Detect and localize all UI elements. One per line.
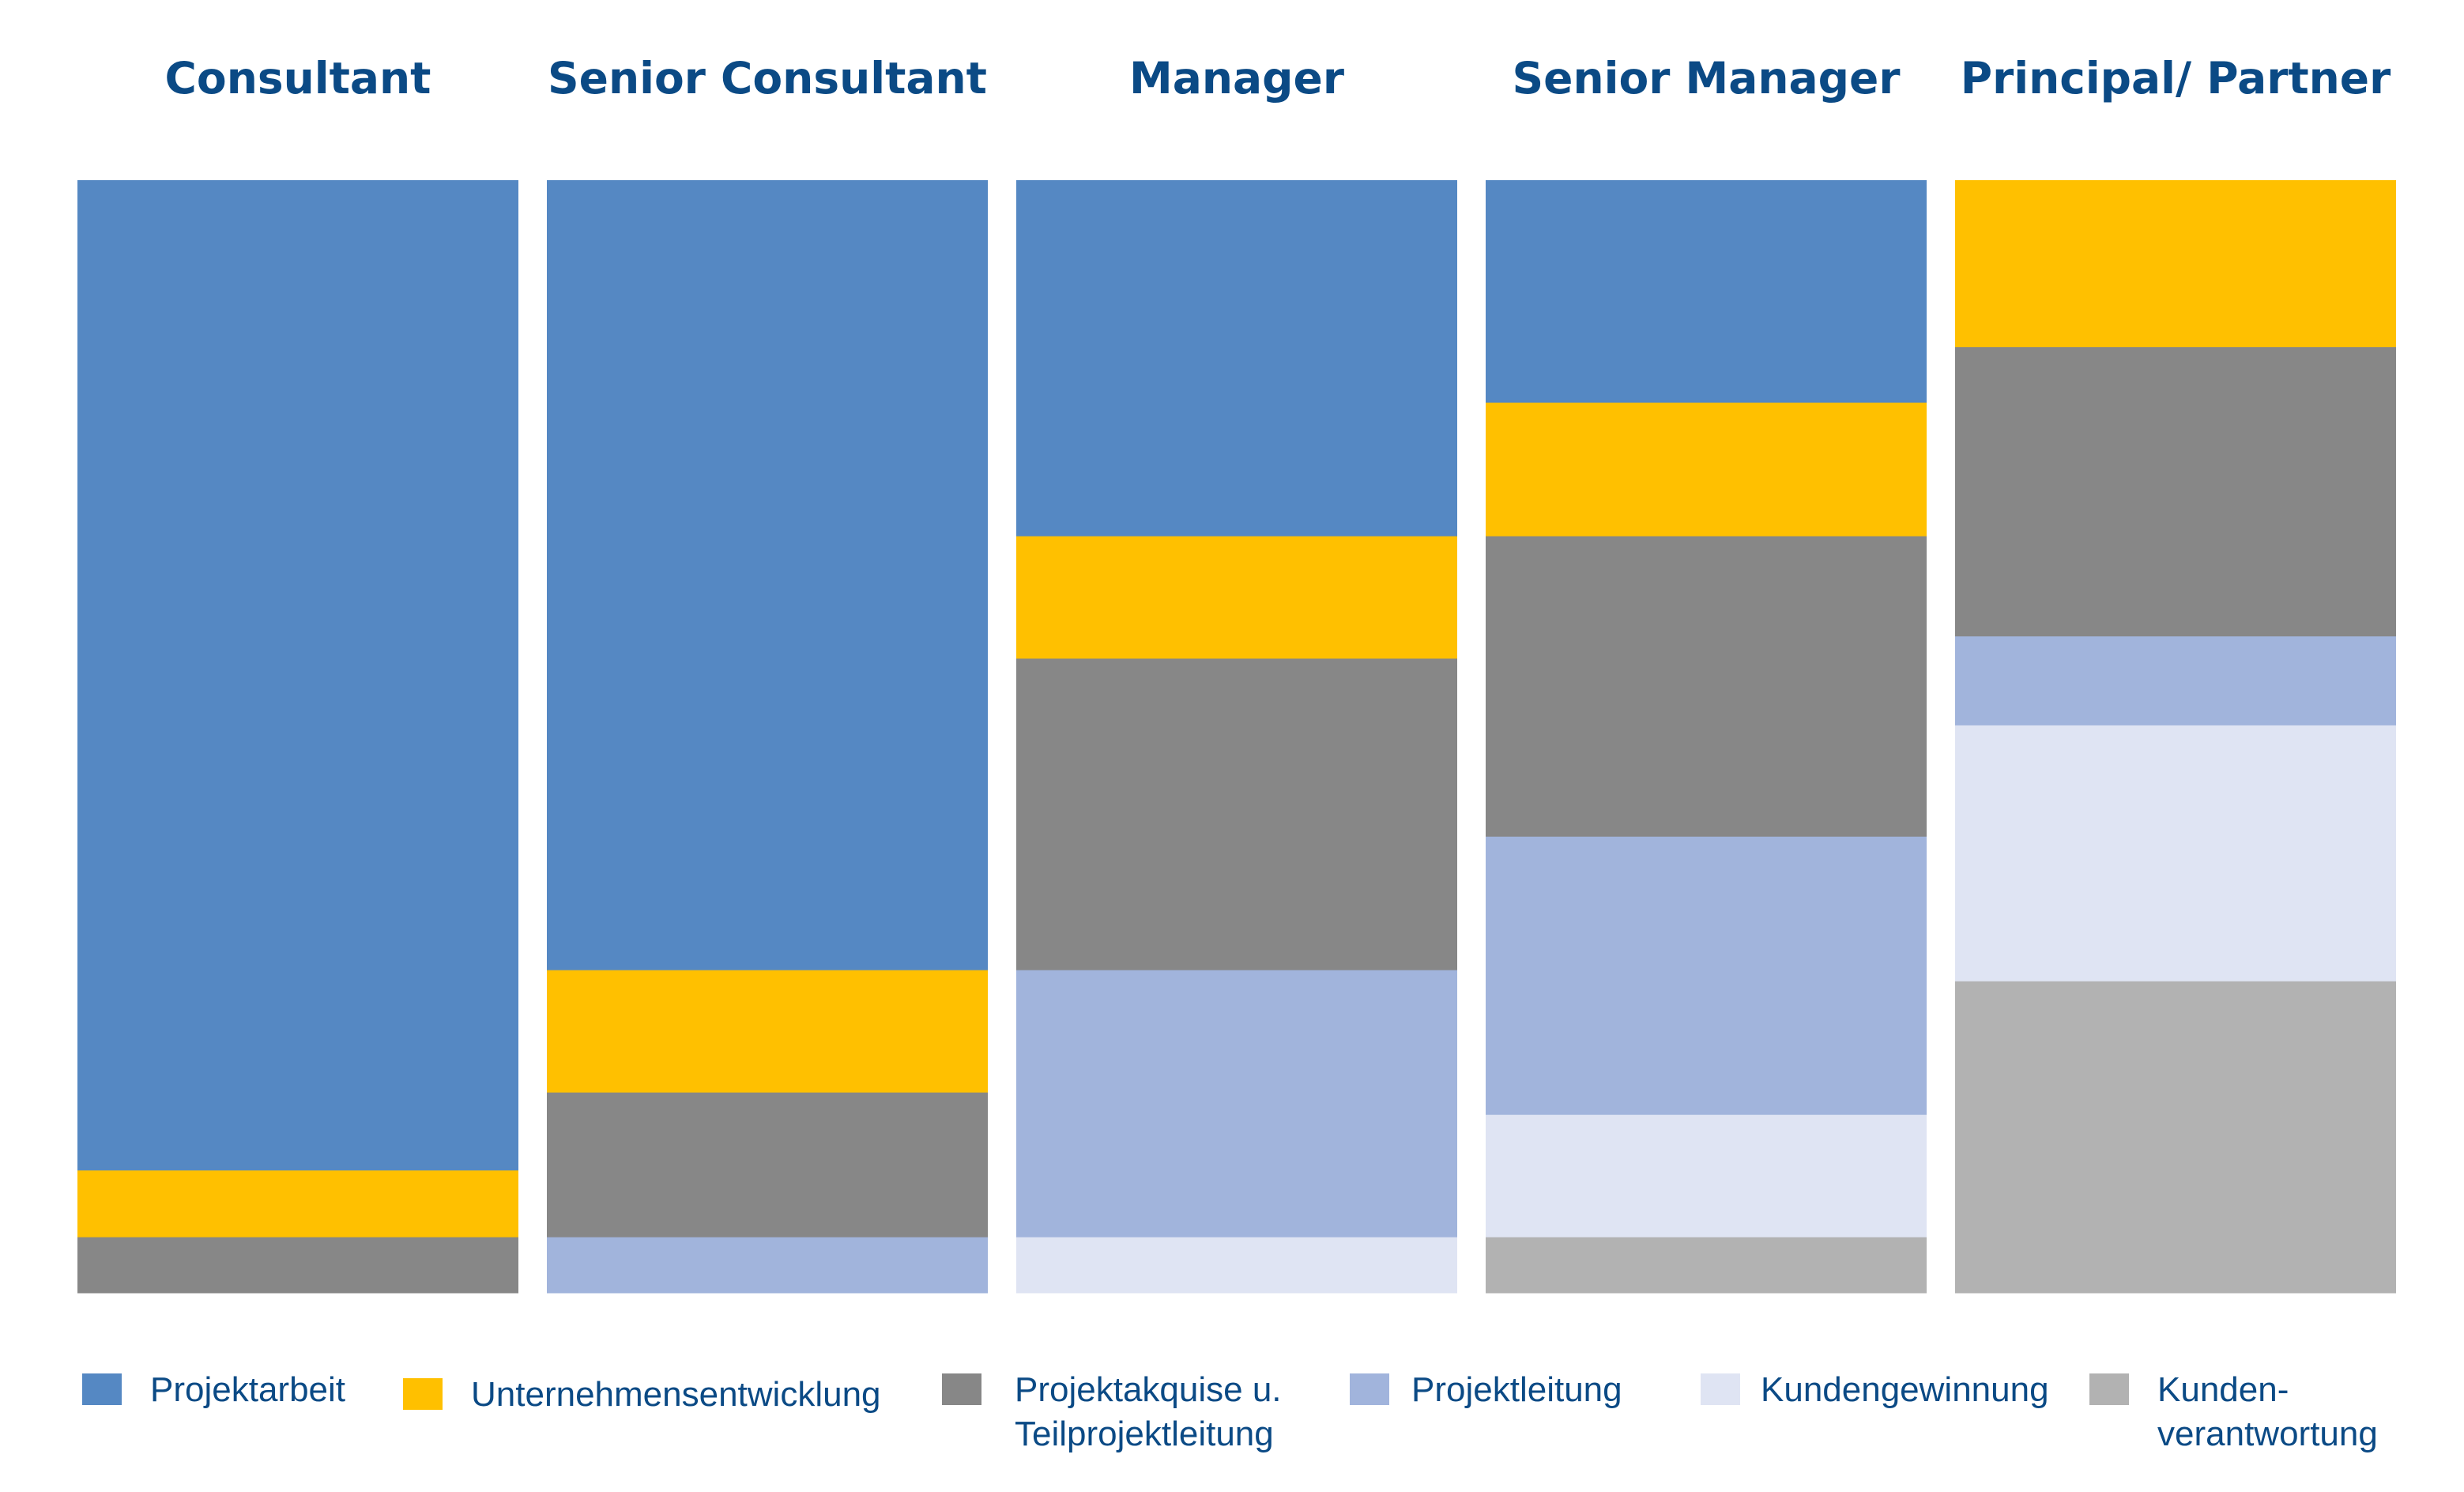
column-title-consultant: Consultant: [165, 53, 431, 104]
bar-principal-partner-projektakquise-u-teilprojektleitung: [1955, 347, 2396, 637]
bar-senior-manager-projektakquise-u-teilprojektleitung: [1486, 536, 1927, 838]
legend-label-kundengewinnung: Kundengewinnung: [1761, 1370, 2049, 1409]
column-title-senior-manager: Senior Manager: [1513, 53, 1901, 104]
bar-senior-manager-kundengewinnung: [1486, 1114, 1927, 1238]
bar-consultant-unternehmensentwicklung: [77, 1170, 518, 1238]
legend-swatch-kundengewinnung: [1701, 1373, 1740, 1405]
column-title-senior-consultant: Senior Consultant: [548, 53, 987, 104]
legend-item-kundengewinnung: Kundengewinnung: [1701, 1370, 2049, 1409]
legend-item-projektleitung: Projektleitung: [1350, 1370, 1622, 1409]
bar-manager-kundengewinnung: [1016, 1237, 1457, 1294]
legend-label-kunden-verantwortung-line-2: verantwortung: [2157, 1415, 2378, 1453]
bar-manager-unternehmensentwicklung: [1016, 536, 1457, 659]
legend-swatch-projektarbeit: [82, 1373, 122, 1405]
column-title-manager: Manager: [1129, 53, 1344, 104]
legend-swatch-projektakquise-u-teilprojektleitung: [942, 1373, 981, 1405]
bar-senior-manager-projektleitung: [1486, 836, 1927, 1116]
bar-principal-partner-kunden-verantwortung: [1955, 981, 2396, 1294]
legend-label-projektarbeit: Projektarbeit: [150, 1370, 345, 1409]
bar-manager-projektarbeit: [1016, 180, 1457, 537]
legend-label-projektakquise-u-teilprojektleitung-line-1: Projektakquise u.: [1015, 1370, 1282, 1409]
bar-senior-consultant-projektarbeit: [547, 180, 988, 971]
legend-label-projektleitung: Projektleitung: [1411, 1370, 1622, 1409]
bar-senior-manager-unternehmensentwicklung: [1486, 402, 1927, 537]
bar-senior-consultant-projektleitung: [547, 1237, 988, 1294]
bar-consultant-projektarbeit: [77, 180, 518, 1171]
legend-swatch-projektleitung: [1350, 1373, 1389, 1405]
bar-senior-manager-kunden-verantwortung: [1486, 1237, 1927, 1294]
bar-manager-projektakquise-u-teilprojektleitung: [1016, 658, 1457, 971]
legend-item-projektakquise-u-teilprojektleitung: Projektakquise u. Teilprojektleitung: [942, 1370, 1282, 1453]
legend-label-projektakquise-u-teilprojektleitung-line-2: Teilprojektleitung: [1015, 1415, 1274, 1453]
bar-senior-consultant-unternehmensentwicklung: [547, 970, 988, 1094]
bar-senior-manager-projektarbeit: [1486, 180, 1927, 404]
legend-label-unternehmensentwicklung: Unternehmensentwicklung: [471, 1375, 881, 1414]
bar-consultant-projektakquise-u-teilprojektleitung: [77, 1237, 518, 1294]
legend-item-projektarbeit: Projektarbeit: [82, 1370, 345, 1409]
column-titles: Consultant Senior Consultant Manager Senior…: [165, 53, 2391, 104]
legend-swatch-kunden-verantwortung: [2089, 1373, 2129, 1405]
legend: Projektarbeit Unternehmensentwicklung Proj…: [82, 1370, 2378, 1453]
column-title-principal-partner: Principal/ Partner: [1961, 53, 2391, 104]
bar-senior-consultant-projektakquise-u-teilprojektleitung: [547, 1092, 988, 1238]
legend-label-kunden-verantwortung-line-1: Kunden-: [2157, 1370, 2289, 1409]
bars: [77, 180, 2396, 1294]
bar-principal-partner-kundengewinnung: [1955, 725, 2396, 982]
bar-principal-partner-unternehmensentwicklung: [1955, 180, 2396, 348]
legend-item-unternehmensentwicklung: Unternehmensentwicklung: [403, 1375, 881, 1414]
bar-manager-projektleitung: [1016, 970, 1457, 1238]
legend-swatch-unternehmensentwicklung: [403, 1378, 443, 1410]
bar-principal-partner-projektleitung: [1955, 636, 2396, 726]
legend-item-kunden-verantwortung: Kunden-verantwortung: [2089, 1370, 2378, 1453]
